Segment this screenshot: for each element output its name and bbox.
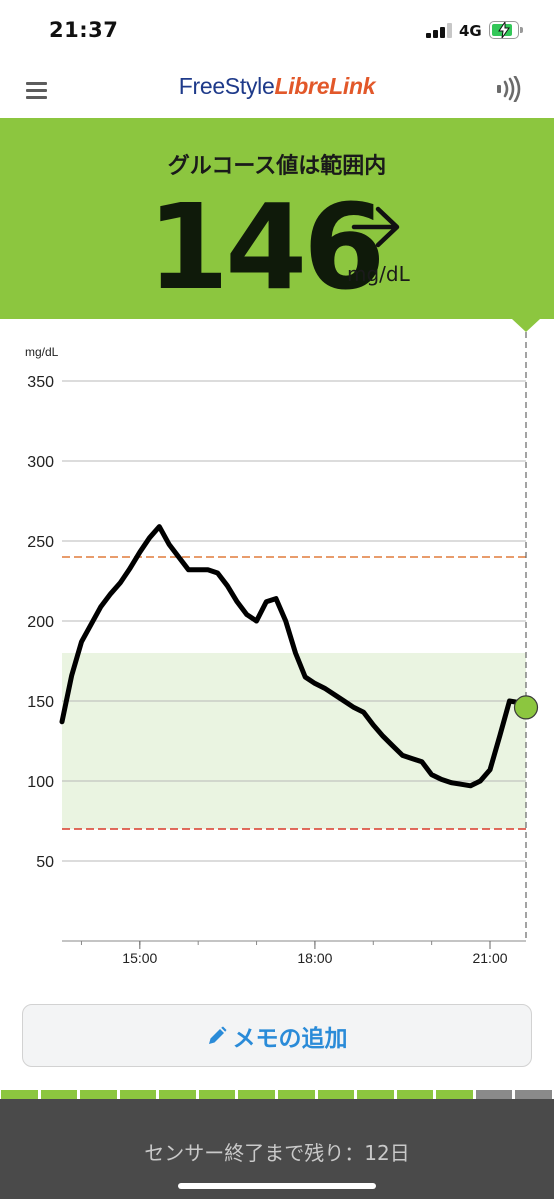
add-note-label: メモの追加 — [232, 1025, 348, 1052]
network-type: 4G — [459, 22, 482, 40]
y-tick-label: 250 — [27, 534, 54, 551]
target-range-band — [62, 653, 526, 829]
glucose-reading-panel: グルコース値は範囲内 146 mg/dL — [0, 118, 554, 319]
trend-arrow-right-icon — [351, 206, 400, 248]
home-indicator[interactable] — [178, 1183, 376, 1189]
sensor-footer: センサー終了まで残り：12日 — [0, 1099, 554, 1199]
sensor-day-segment — [475, 1090, 513, 1099]
add-note-button[interactable]: メモの追加 — [22, 1004, 532, 1067]
glucose-unit: mg/dL — [347, 262, 410, 286]
glucose-value: 146 — [147, 178, 385, 316]
sensor-day-segment — [278, 1090, 315, 1099]
status-time: 21:37 — [49, 18, 119, 42]
sensor-day-segment — [198, 1090, 236, 1099]
sensor-day-segment — [80, 1090, 117, 1099]
status-bar: 21:37 4G — [0, 0, 554, 62]
sensor-day-segment — [40, 1090, 78, 1099]
current-reading-marker — [513, 695, 539, 720]
x-tick-label: 15:00 — [122, 950, 157, 966]
y-tick-label: 300 — [27, 454, 54, 471]
app-logo: FreeStyleLibreLink — [0, 73, 554, 100]
hamburger-menu-icon[interactable] — [26, 82, 47, 100]
sensor-life-progress — [0, 1090, 554, 1099]
x-tick-label: 18:00 — [297, 950, 332, 966]
y-tick-label: 100 — [27, 774, 54, 791]
nfc-scan-icon[interactable] — [495, 75, 523, 103]
y-tick-label: 50 — [36, 854, 54, 871]
y-tick-label: 350 — [27, 374, 54, 391]
logo-librelink: LibreLink — [274, 73, 376, 99]
sensor-day-segment — [515, 1090, 552, 1099]
logo-freestyle: FreeStyle — [178, 73, 275, 99]
sensor-day-segment — [119, 1090, 157, 1099]
y-axis-unit-label: mg/dL — [25, 345, 59, 359]
sensor-remaining-text: センサー終了まで残り：12日 — [144, 1141, 410, 1165]
sensor-day-segment — [1, 1090, 38, 1099]
app-header: FreeStyleLibreLink — [0, 62, 554, 118]
battery-charging-icon — [489, 21, 523, 39]
sensor-day-segment — [436, 1090, 473, 1099]
sensor-day-segment — [357, 1090, 394, 1099]
y-tick-label: 150 — [27, 694, 54, 711]
y-tick-label: 200 — [27, 614, 54, 631]
sensor-day-segment — [238, 1090, 275, 1099]
sensor-day-segment — [159, 1090, 196, 1099]
x-tick-label: 21:00 — [472, 950, 507, 966]
glucose-trace-line — [59, 524, 529, 789]
cellular-signal-icon — [426, 22, 454, 38]
glucose-chart-svg: mg/dL 50 100 150 200 250 300 350 15:00 18:00 21:00 — [25, 332, 539, 966]
pencil-icon — [208, 1026, 226, 1044]
glucose-chart: mg/dL 50 100 150 200 250 300 350 15:00 18:00 21:00 — [0, 332, 554, 982]
glucose-status-text: グルコース値は範囲内 — [167, 154, 387, 179]
sensor-day-segment — [396, 1090, 434, 1099]
sensor-day-segment — [317, 1090, 355, 1099]
current-time-notch — [512, 319, 540, 332]
